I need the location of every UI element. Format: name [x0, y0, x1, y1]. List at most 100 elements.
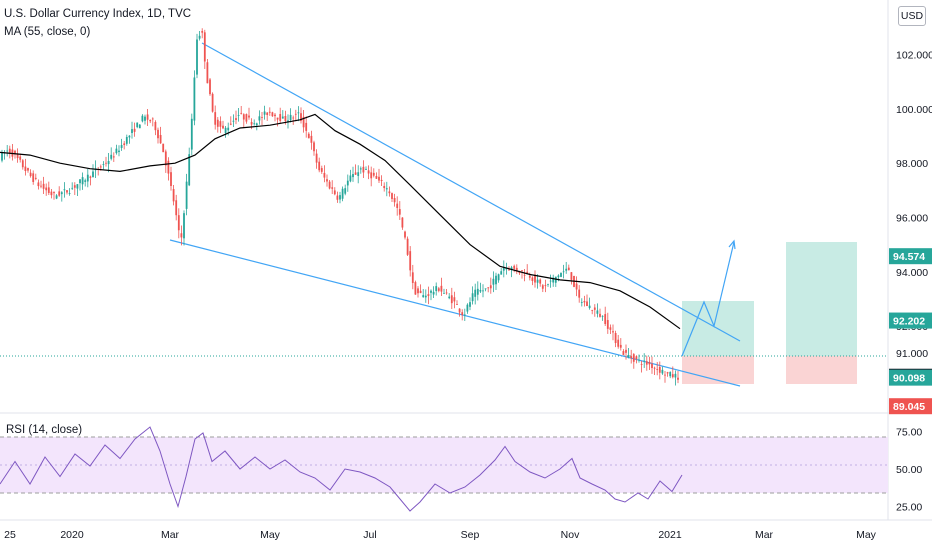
- candle: [677, 371, 679, 384]
- candle: [653, 366, 656, 376]
- candle: [300, 107, 302, 124]
- candle: [622, 349, 625, 356]
- rsi-band: [0, 437, 888, 493]
- candle: [666, 371, 669, 377]
- candle: [86, 169, 89, 188]
- candle: [388, 186, 391, 197]
- candle: [362, 160, 365, 179]
- time-tick-label: 2020: [60, 529, 84, 541]
- candle: [552, 274, 555, 287]
- candle: [656, 362, 659, 376]
- candle: [209, 78, 211, 96]
- candle: [427, 286, 430, 305]
- candle: [593, 304, 596, 317]
- candle: [489, 277, 492, 294]
- currency-button[interactable]: USD: [898, 6, 926, 26]
- candle: [474, 283, 477, 305]
- stop-zone-2[interactable]: [786, 356, 857, 384]
- candle: [346, 174, 349, 192]
- candle: [461, 309, 464, 321]
- candle: [674, 370, 677, 386]
- candle: [24, 158, 27, 176]
- price-tick-label: 96.000: [896, 212, 928, 224]
- candle: [375, 172, 378, 179]
- candle: [380, 175, 383, 187]
- time-tick-label: 2021: [658, 529, 682, 541]
- chart-title: U.S. Dollar Currency Index, 1D, TVC: [4, 8, 192, 20]
- candle: [385, 181, 388, 197]
- candle: [53, 191, 55, 200]
- ma-indicator-label[interactable]: MA (55, close, 0): [4, 26, 91, 38]
- candle: [487, 287, 490, 293]
- rsi-tick-label: 50.00: [896, 464, 922, 476]
- price-panel-bg: [0, 0, 888, 412]
- candle: [281, 110, 284, 119]
- candle: [123, 140, 126, 150]
- stop-zone-1[interactable]: [682, 356, 754, 384]
- candle: [305, 116, 308, 138]
- candle: [526, 264, 529, 274]
- candle: [661, 366, 664, 375]
- candle: [341, 186, 344, 202]
- candle: [443, 288, 445, 294]
- candle: [29, 169, 32, 178]
- candle: [365, 166, 367, 171]
- time-tick-label: 25: [4, 529, 16, 541]
- candle: [190, 113, 193, 156]
- upper-trendline[interactable]: [201, 42, 741, 342]
- candle: [591, 309, 594, 315]
- time-axis: 25 2020 Mar May Jul Sep Nov 2021 Mar May: [4, 529, 877, 541]
- candle: [534, 270, 536, 288]
- candle: [115, 144, 118, 155]
- candle: [248, 107, 250, 120]
- candle: [42, 176, 45, 194]
- price-tag-label: 89.045: [893, 401, 925, 413]
- candle: [79, 179, 81, 191]
- candle: [307, 132, 310, 139]
- candle: [297, 106, 300, 122]
- candle: [547, 283, 549, 287]
- candle: [354, 164, 357, 175]
- candle: [151, 117, 154, 127]
- time-tick-label: Mar: [755, 529, 774, 541]
- candle: [16, 148, 19, 163]
- candle: [268, 107, 271, 116]
- candle: [357, 165, 360, 184]
- price-axis: 102.000100.00098.00096.00094.00092.00091…: [896, 50, 932, 360]
- candle: [541, 284, 544, 293]
- price-tick-label: 98.000: [896, 158, 928, 170]
- candle: [456, 300, 458, 305]
- candle: [229, 116, 232, 126]
- candle: [391, 192, 393, 202]
- price-tag: 90.098: [889, 369, 932, 386]
- candle: [55, 194, 58, 200]
- candle: [159, 126, 162, 144]
- lower-trendline[interactable]: [169, 239, 741, 387]
- candle: [393, 193, 396, 207]
- candle: [112, 152, 115, 162]
- candle: [632, 353, 635, 369]
- candle: [323, 165, 326, 183]
- price-tag-label: 92.202: [893, 316, 925, 328]
- candle: [201, 28, 204, 39]
- candle: [47, 181, 50, 195]
- candle: [469, 297, 471, 311]
- candle: [66, 190, 68, 195]
- candle: [180, 225, 183, 246]
- candle: [630, 349, 633, 364]
- candle: [27, 167, 29, 173]
- candle: [167, 157, 170, 181]
- candle: [536, 274, 539, 289]
- candle: [401, 217, 404, 230]
- candle: [183, 210, 185, 246]
- candle: [141, 114, 144, 123]
- rsi-indicator-label[interactable]: RSI (14, close): [6, 424, 83, 436]
- candle: [339, 191, 341, 204]
- candle: [84, 178, 87, 187]
- projection-path[interactable]: [681, 241, 735, 357]
- candle: [133, 122, 136, 137]
- target-zone-2[interactable]: [786, 242, 857, 356]
- candle: [315, 149, 318, 169]
- candle: [435, 282, 438, 296]
